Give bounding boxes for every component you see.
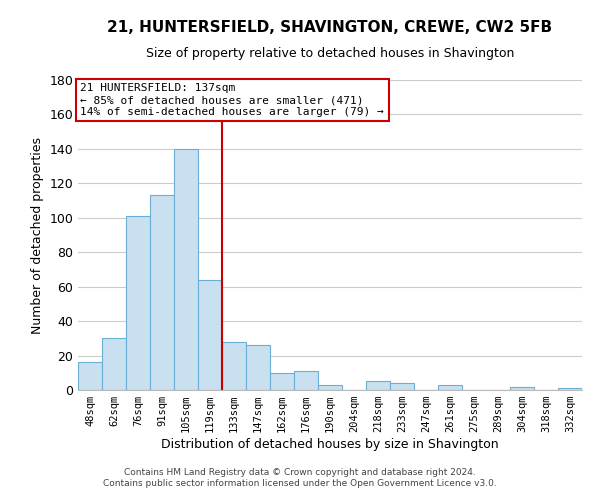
Text: 21, HUNTERSFIELD, SHAVINGTON, CREWE, CW2 5FB: 21, HUNTERSFIELD, SHAVINGTON, CREWE, CW2…: [107, 20, 553, 35]
Bar: [126, 216, 150, 390]
Bar: [78, 362, 102, 390]
Bar: [150, 196, 174, 390]
Bar: [198, 280, 222, 390]
Bar: [246, 345, 270, 390]
Bar: [510, 386, 534, 390]
Bar: [222, 342, 246, 390]
Text: 21 HUNTERSFIELD: 137sqm
← 85% of detached houses are smaller (471)
14% of semi-d: 21 HUNTERSFIELD: 137sqm ← 85% of detache…: [80, 84, 384, 116]
Bar: [318, 385, 342, 390]
X-axis label: Distribution of detached houses by size in Shavington: Distribution of detached houses by size …: [161, 438, 499, 451]
Bar: [366, 382, 390, 390]
Text: Size of property relative to detached houses in Shavington: Size of property relative to detached ho…: [146, 48, 514, 60]
Bar: [390, 383, 414, 390]
Y-axis label: Number of detached properties: Number of detached properties: [31, 136, 44, 334]
Bar: [102, 338, 126, 390]
Bar: [174, 149, 198, 390]
Bar: [438, 385, 462, 390]
Bar: [270, 373, 294, 390]
Text: Contains HM Land Registry data © Crown copyright and database right 2024.
Contai: Contains HM Land Registry data © Crown c…: [103, 468, 497, 487]
Bar: [558, 388, 582, 390]
Bar: [294, 371, 318, 390]
